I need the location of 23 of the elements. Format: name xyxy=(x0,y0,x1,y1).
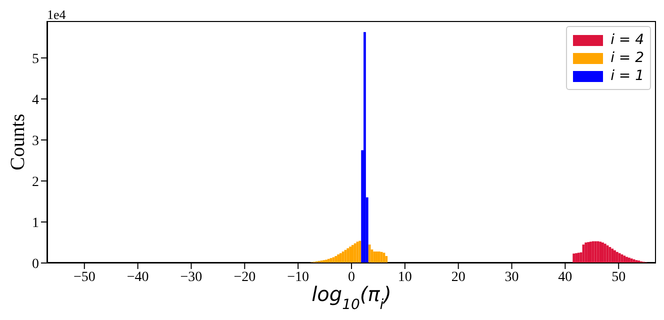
x-tick-label: 30 xyxy=(504,270,519,285)
y-tick-label: 2 xyxy=(32,174,39,190)
x-tick-label: −20 xyxy=(234,270,256,285)
x-tick-label: 40 xyxy=(558,270,572,285)
x-axis-title: log$_{10}$(π$_{i}$) xyxy=(312,282,392,313)
x-tick-label: 0 xyxy=(348,270,355,285)
x-tick-label: −30 xyxy=(180,270,202,285)
y-axis-title: Counts xyxy=(7,113,29,170)
y-tick-label: 5 xyxy=(32,52,39,67)
x-tick-label: −50 xyxy=(73,270,96,285)
annotation: 1e4 xyxy=(47,7,66,22)
y-tick-label: 4 xyxy=(32,92,39,108)
legend-label: i = 1 xyxy=(610,68,644,84)
legend-label: i = 2 xyxy=(610,50,644,66)
x-tick-label: 10 xyxy=(398,270,412,285)
legend-label: i = 4 xyxy=(610,32,644,48)
x-tick-label: −40 xyxy=(126,270,149,285)
y-tick-label: 0 xyxy=(32,256,39,272)
x-tick-label: 50 xyxy=(612,270,626,285)
x-tick-label: 20 xyxy=(451,270,466,285)
x-tick-label: −10 xyxy=(287,270,310,285)
y-tick-label: 3 xyxy=(32,134,39,149)
y-tick-label: 1 xyxy=(32,216,39,231)
